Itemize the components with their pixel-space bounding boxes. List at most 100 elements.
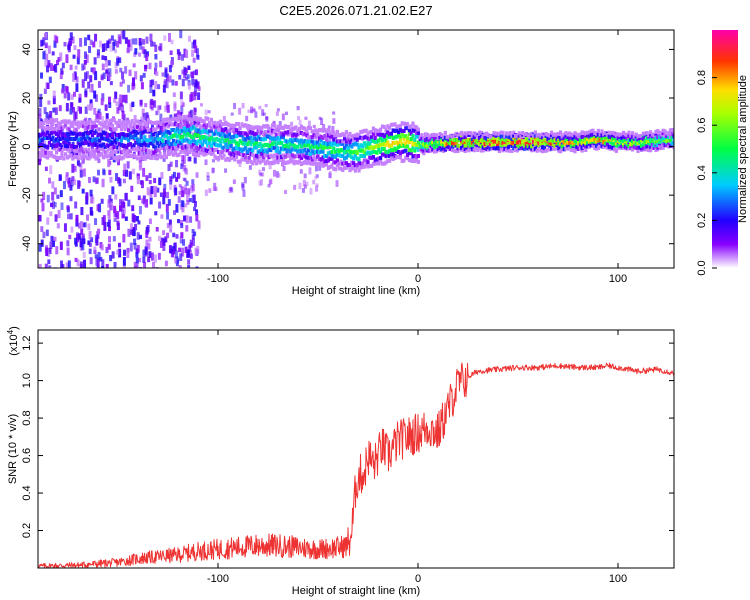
spectrogram-noise-cell (148, 180, 152, 185)
spectrogram-noise-cell (90, 237, 94, 243)
spectrogram-ridge-cell (391, 157, 395, 162)
spectrogram-ridge-cell (82, 152, 86, 157)
spectrogram-ridge-cell (301, 161, 305, 166)
spectrogram-ridge-cell (395, 124, 399, 129)
spectrogram-ridge-cell (375, 150, 379, 155)
spectrogram-ridge-cell (416, 159, 420, 164)
spectrogram-ridge-cell (348, 168, 352, 173)
spectrogram-ridge-cell (305, 140, 309, 145)
spectrogram-ridge-cell (116, 124, 120, 129)
spectrogram-ridge-cell (384, 138, 388, 143)
spectrogram-noise-cell (227, 144, 231, 151)
spectrogram-ridge-cell (40, 149, 44, 154)
spectrogram-noise-cell (47, 252, 51, 257)
spectrogram-ridge-cell (501, 148, 505, 153)
spectrogram-ridge-cell (339, 132, 343, 137)
spectrogram-ridge-cell (380, 132, 384, 137)
spectrogram-noise-cell (65, 262, 69, 268)
spectrogram-noise-cell (94, 218, 98, 226)
spectrogram-noise-cell (163, 183, 167, 190)
spectrogram-noise-cell (72, 107, 76, 113)
spectrogram-ridge-cell (128, 142, 132, 147)
spectrogram-noise-cell (290, 121, 294, 127)
spectrogram-noise-cell (126, 247, 130, 253)
spectrogram-ridge-cell (321, 146, 325, 151)
spectrogram-ridge-cell (155, 133, 159, 138)
svg-text:(x104): (x104) (6, 326, 21, 356)
spectrogram-ridge-cell (393, 122, 397, 127)
spectrogram-noise-cell (304, 116, 308, 120)
spectrogram-noise-cell (179, 236, 183, 244)
spectrogram-noise-cell (85, 71, 89, 79)
spectrogram-ridge-cell (274, 136, 278, 141)
spectrogram-noise-cell (332, 118, 336, 124)
spectrogram-ridge-cell (44, 132, 48, 137)
spectrogram-ridge-cell (533, 130, 537, 135)
spectrogram-noise-cell (278, 121, 282, 127)
spectrogram-noise-cell (154, 81, 158, 90)
spectrogram-ridge-cell (186, 117, 190, 122)
spectrogram-ridge-cell (388, 149, 392, 154)
spectrogram-noise-cell (191, 234, 195, 240)
spectrogram-noise-cell (65, 54, 69, 64)
spectrogram-noise-cell (197, 86, 201, 92)
spectrogram-ridge-cell (253, 136, 257, 141)
spectrogram-noise-cell (303, 184, 307, 189)
spectrogram-ridge-cell (661, 141, 665, 146)
spectrogram-ridge-cell (551, 139, 555, 144)
spectrogram-ridge-cell (425, 146, 429, 151)
spectrogram-ridge-cell (499, 143, 503, 148)
spectrogram-noise-cell (185, 180, 189, 186)
spectrogram-ridge-cell (415, 158, 419, 163)
spectrogram-ridge-cell (499, 130, 503, 135)
spectrogram-noise-cell (243, 177, 247, 184)
spectrogram-ridge-cell (254, 161, 258, 166)
spectrogram-ridge-cell (69, 136, 73, 141)
spectrogram-ridge-cell (114, 126, 118, 131)
spectrogram-ridge-cell (620, 132, 624, 137)
spectrogram-ridge-cell (620, 140, 624, 145)
spectrogram-ridge-cell (506, 136, 510, 141)
spectrogram-ridge-cell (505, 134, 509, 139)
spectrogram-ridge-cell (213, 131, 217, 136)
spectrogram-ridge-cell (42, 125, 46, 130)
spectrogram-ridge-cell (649, 137, 653, 142)
spectrogram-noise-cell (176, 110, 180, 117)
spectrogram-ridge-cell (614, 141, 618, 146)
spectrogram-ridge-cell (159, 126, 163, 131)
spectrogram-noise-cell (328, 137, 332, 142)
spectrogram-ridge-cell (361, 148, 365, 153)
spectrogram-ridge-cell (388, 125, 392, 130)
spectrogram-ridge-cell (524, 136, 528, 141)
spectrogram-ridge-cell (548, 147, 552, 152)
spectrogram-ridge-cell (181, 134, 185, 139)
spectrogram-noise-cell (132, 132, 136, 138)
spectrogram-ridge-cell (46, 130, 50, 135)
spectrogram-ridge-cell (332, 166, 336, 171)
spectrogram-ridge-cell (539, 148, 543, 153)
spectrogram-noise-cell (111, 186, 115, 195)
spectrogram-ridge-cell (404, 121, 408, 126)
spectrogram-noise-cell (184, 76, 188, 81)
spectrogram-ridge-cell (361, 161, 365, 166)
spectrogram-ridge-cell (478, 130, 482, 135)
spectrogram-ridge-cell (398, 124, 402, 129)
spectrogram-noise-cell (158, 177, 162, 186)
spectrogram-ridge-cell (127, 119, 131, 124)
spectrogram-ridge-cell (514, 143, 518, 148)
spectrogram-noise-cell (194, 82, 198, 91)
spectrogram-ridge-cell (280, 141, 284, 146)
spectrogram-noise-cell (38, 263, 42, 268)
spectrogram-noise-cell (71, 141, 75, 147)
spectrogram-ridge-cell (461, 148, 465, 153)
spectrogram-ridge-cell (87, 120, 91, 125)
spectrogram-noise-cell (168, 219, 172, 227)
spectrogram-noise-cell (117, 34, 121, 44)
spectrogram-noise-cell (65, 175, 69, 182)
spectrogram-noise-cell (139, 75, 143, 82)
spectrogram-ridge-cell (53, 138, 57, 143)
spectrogram-ridge-cell (650, 142, 654, 147)
spectrogram-noise-cell (116, 222, 120, 231)
spectrogram-ridge-cell (571, 140, 575, 145)
spectrogram-noise-cell (68, 41, 72, 47)
